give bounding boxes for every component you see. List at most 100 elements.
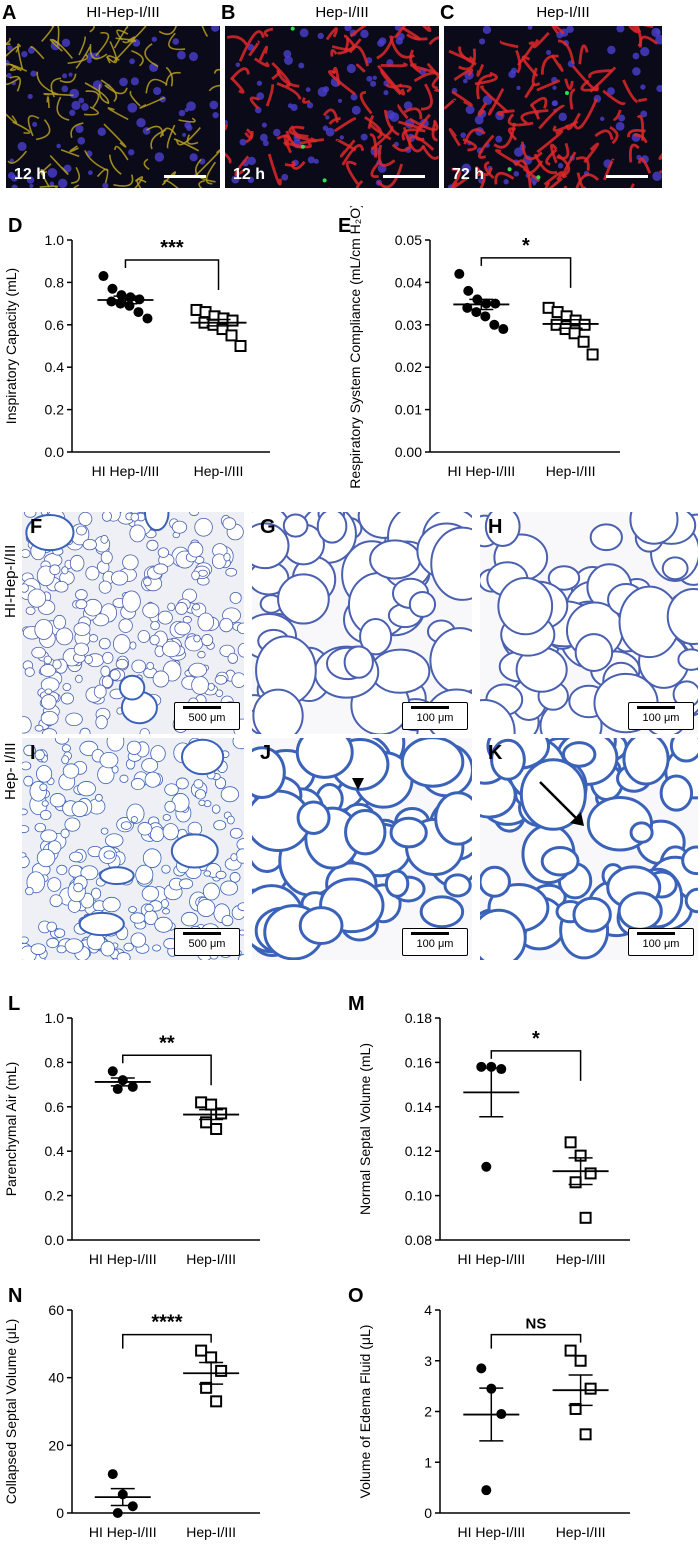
scale-bar-box: 100 μm <box>402 702 468 730</box>
chart-d: D 0.0 0.2 0.4 0.6 0.8 1.0 Inspiratory Capacity … <box>3 215 270 479</box>
data-point <box>133 307 144 318</box>
panel-letter-n: N <box>8 1285 22 1307</box>
y-axis-label: Volume of Edema Fluid (μL) <box>357 1325 373 1499</box>
y-tick-label: 0.18 <box>405 1010 432 1026</box>
y-tick-label: 0.4 <box>45 359 65 375</box>
panel-letter-b: B <box>221 2 236 24</box>
histology-f: F 500 μm <box>22 512 244 734</box>
x-tick-label: Hep-I/III <box>194 463 244 479</box>
panel-letter-k: K <box>488 742 503 764</box>
x-tick-label: Hep-I/III <box>556 1251 606 1267</box>
scale-bar <box>637 706 675 709</box>
significance-bracket <box>490 1050 582 1081</box>
y-tick-label: 40 <box>48 1370 64 1386</box>
y-tick-label: 60 <box>48 1302 64 1318</box>
micrograph-title: HI-Hep-I/III <box>86 4 160 21</box>
y-tick-label: 0.04 <box>395 274 422 290</box>
data-point <box>210 1123 223 1135</box>
scale-label: 100 μm <box>642 712 680 724</box>
y-tick-label: 0.14 <box>405 1099 432 1115</box>
data-point <box>586 348 599 361</box>
x-tick-label: Hep-I/III <box>186 1524 236 1540</box>
data-point <box>454 268 465 279</box>
data-point <box>579 1211 592 1224</box>
y-tick-label: 1.0 <box>45 232 65 248</box>
significance-label: NS <box>526 1316 547 1333</box>
timepoint-label: 72 h <box>452 166 485 183</box>
micrograph-title: Hep-I/III <box>536 4 590 21</box>
scale-bar-box: 100 μm <box>628 702 694 730</box>
histology-j: J 100 μm <box>252 738 472 960</box>
micrograph-title: Hep-I/III <box>315 4 369 21</box>
row-label-hep: Hep- I/III <box>2 742 19 800</box>
data-point <box>107 1469 118 1480</box>
data-point <box>481 1485 492 1496</box>
scale-label: 500 μm <box>188 938 226 950</box>
micrograph-c: 72 h <box>444 26 662 188</box>
data-point <box>569 1402 582 1415</box>
data-point <box>127 1081 138 1092</box>
chart-m: M 0.08 0.10 0.12 0.14 0.16 0.18 Normal Septal V… <box>348 993 630 1267</box>
histology-h: H 100 μm <box>480 512 698 734</box>
panel-letter-c: C <box>440 2 455 24</box>
scale-label: 100 μm <box>416 712 454 724</box>
data-point <box>205 1098 218 1111</box>
y-tick-label: 0.4 <box>45 1143 65 1159</box>
panel-letter-d: D <box>8 215 22 237</box>
x-tick-label: HI Hep-I/III <box>92 463 160 479</box>
y-tick-label: 0 <box>424 1505 432 1521</box>
panel-letter-h: H <box>488 516 503 538</box>
y-tick-label: 1 <box>424 1454 432 1470</box>
data-point <box>226 314 239 327</box>
data-point <box>106 296 117 307</box>
histology-g: G 100 μm <box>252 512 472 734</box>
data-point <box>225 329 238 342</box>
data-point <box>463 285 474 296</box>
scale-bar-box: 100 μm <box>402 928 468 956</box>
data-point <box>142 313 153 324</box>
data-point <box>579 1428 592 1441</box>
significance-label: **** <box>151 1312 182 1334</box>
data-point <box>569 1176 582 1189</box>
y-tick-label: 0.03 <box>395 317 422 333</box>
panel-letter-m: M <box>348 993 365 1015</box>
chart-l: L 0.0 0.2 0.4 0.6 0.8 1.0 Parenchymal Air (mL) H… <box>3 993 260 1267</box>
y-tick-label: 0.0 <box>45 444 65 460</box>
y-tick-label: 0.10 <box>405 1188 432 1204</box>
panel-letter-f: F <box>30 516 43 538</box>
y-tick-label: 0.16 <box>405 1054 432 1070</box>
scale-bar-box: 500 μm <box>174 702 240 730</box>
significance-label: * <box>532 1028 540 1050</box>
y-tick-label: 4 <box>424 1302 432 1318</box>
x-tick-label: HI Hep-I/III <box>89 1524 157 1540</box>
scale-bar <box>411 706 449 709</box>
data-point <box>195 1096 208 1109</box>
panel-letter-i: I <box>30 742 36 764</box>
data-point <box>584 1167 597 1180</box>
data-point <box>577 335 590 348</box>
panel-letter-l: L <box>8 993 20 1015</box>
scale-label: 100 μm <box>416 938 454 950</box>
data-point <box>116 290 127 301</box>
panel-letter-a: A <box>2 2 17 24</box>
data-point <box>112 1508 123 1518</box>
data-point <box>476 1061 487 1072</box>
y-tick-label: 2 <box>424 1404 432 1420</box>
data-point <box>215 1107 228 1120</box>
data-point <box>574 1354 587 1367</box>
significance-bracket <box>490 1333 582 1349</box>
y-tick-label: 0.6 <box>45 1099 65 1115</box>
scale-bar <box>411 932 449 935</box>
data-point <box>481 1161 492 1172</box>
y-tick-label: 0.8 <box>45 1054 65 1070</box>
micrograph-b: 12 h <box>225 26 439 188</box>
y-axis-label: Inspiratory Capacity (mL) <box>3 268 19 424</box>
y-tick-label: 1.0 <box>45 1010 65 1026</box>
scale-bar <box>183 706 221 709</box>
x-tick-label: HI Hep-I/III <box>447 463 515 479</box>
scale-bar-box: 500 μm <box>174 928 240 956</box>
scale-bar <box>164 175 206 178</box>
y-axis-label: Collapsed Septal Volume (μL) <box>3 1319 19 1505</box>
y-tick-label: 0.6 <box>45 317 65 333</box>
y-tick-label: 0.05 <box>395 232 422 248</box>
